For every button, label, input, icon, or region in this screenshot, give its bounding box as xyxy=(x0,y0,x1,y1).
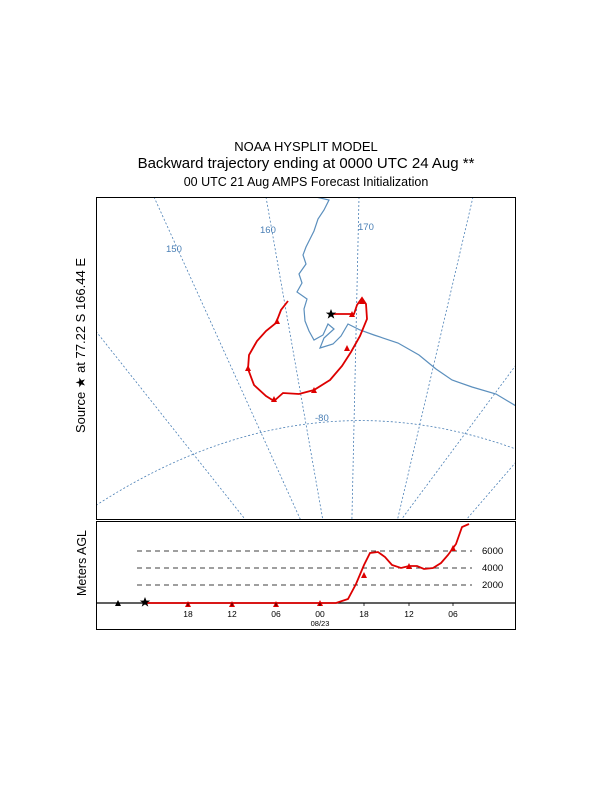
trajectory-map: 150 160 170 -80 xyxy=(96,197,516,520)
meridian-line xyxy=(465,461,516,520)
time-label-1: 18 xyxy=(183,609,193,619)
height-marker xyxy=(361,572,367,578)
height-start-marker xyxy=(115,600,121,606)
coastline xyxy=(296,197,516,407)
trajectory-marker xyxy=(271,396,277,402)
date-label: 08/23 xyxy=(311,619,330,628)
meridian-line xyxy=(351,197,360,520)
initialization-subtitle: 00 UTC 21 Aug AMPS Forecast Initializati… xyxy=(183,175,429,189)
height-marker xyxy=(450,545,456,551)
map-frame xyxy=(96,197,516,520)
source-location-label: Source ★ at 77.22 S 166.44 E xyxy=(73,258,88,433)
time-label-7: 06 xyxy=(448,609,458,619)
trajectory-path xyxy=(247,296,368,403)
longitude-label-150: 150 xyxy=(166,244,182,255)
level-label-2000: 2000 xyxy=(482,580,503,591)
time-label-6: 12 xyxy=(404,609,414,619)
time-label-2: 12 xyxy=(227,609,237,619)
latitude-label: -80 xyxy=(315,413,329,424)
source-star-icon xyxy=(325,309,337,319)
time-label-5: 18 xyxy=(359,609,369,619)
graticule xyxy=(96,197,516,520)
meridian-line xyxy=(397,197,474,520)
trajectory-marker xyxy=(359,298,365,304)
height-profile-line xyxy=(145,523,470,604)
level-label-6000: 6000 xyxy=(482,546,503,557)
time-label-4: 00 xyxy=(315,609,325,619)
meridian-line xyxy=(400,364,516,520)
longitude-label-160: 160 xyxy=(260,225,276,236)
trajectory-marker xyxy=(245,365,251,371)
time-label-3: 06 xyxy=(271,609,281,619)
trajectory-marker xyxy=(274,318,280,324)
trajectory-marker xyxy=(349,311,355,317)
height-frame xyxy=(96,521,516,630)
time-ticks xyxy=(187,603,454,606)
meridian-line xyxy=(265,197,324,520)
level-guides xyxy=(137,550,472,586)
longitude-label-170: 170 xyxy=(358,222,374,233)
height-axis-label: Meters AGL xyxy=(75,530,89,596)
level-label-4000: 4000 xyxy=(482,563,503,574)
height-marker xyxy=(406,563,412,569)
trajectory-marker xyxy=(311,387,317,393)
latitude-circle xyxy=(96,420,516,507)
height-star-icon xyxy=(139,597,151,607)
height-markers xyxy=(185,545,456,607)
height-profile-chart: 18 12 06 00 18 12 06 08/23 6000 4000 200… xyxy=(96,521,516,630)
meridian-line xyxy=(96,330,247,520)
trajectory-hour-markers xyxy=(245,298,365,402)
trajectory-title: Backward trajectory ending at 0000 UTC 2… xyxy=(137,155,475,172)
model-title: NOAA HYSPLIT MODEL xyxy=(234,139,378,154)
trajectory-marker xyxy=(344,345,350,351)
